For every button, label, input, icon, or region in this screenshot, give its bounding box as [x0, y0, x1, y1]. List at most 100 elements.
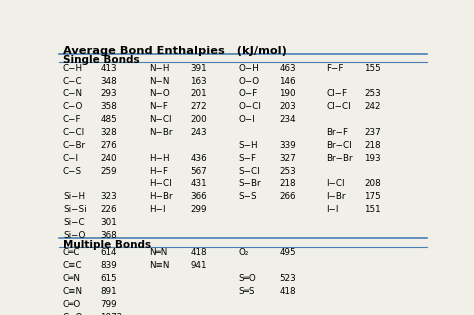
Text: 293: 293	[100, 89, 117, 99]
Text: S−F: S−F	[238, 154, 256, 163]
Text: 799: 799	[100, 300, 117, 309]
Text: 240: 240	[100, 154, 117, 163]
Text: C≡O: C≡O	[63, 312, 83, 315]
Text: S═S: S═S	[238, 287, 255, 296]
Text: 201: 201	[191, 89, 207, 99]
Text: 259: 259	[100, 167, 117, 175]
Text: 237: 237	[364, 128, 381, 137]
Text: C≡N: C≡N	[63, 287, 83, 296]
Text: 418: 418	[191, 248, 207, 257]
Text: 301: 301	[100, 218, 117, 227]
Text: Br−F: Br−F	[326, 128, 348, 137]
Text: Si−C: Si−C	[63, 218, 84, 227]
Text: N−F: N−F	[149, 102, 168, 111]
Text: Si−O: Si−O	[63, 231, 85, 240]
Text: H−Br: H−Br	[149, 192, 173, 201]
Text: H−Cl: H−Cl	[149, 180, 172, 188]
Text: N−N: N−N	[149, 77, 170, 86]
Text: O−O: O−O	[238, 77, 259, 86]
Text: Average Bond Enthalpies   (kJ/mol): Average Bond Enthalpies (kJ/mol)	[63, 46, 287, 55]
Text: 276: 276	[100, 141, 117, 150]
Text: 567: 567	[191, 167, 207, 175]
Text: 391: 391	[191, 64, 207, 73]
Text: N≡N: N≡N	[149, 261, 170, 270]
Text: O−Cl: O−Cl	[238, 102, 261, 111]
Text: C−C: C−C	[63, 77, 82, 86]
Text: O−I: O−I	[238, 115, 255, 124]
Text: 190: 190	[279, 89, 296, 99]
Text: 413: 413	[100, 64, 117, 73]
Text: 463: 463	[279, 64, 296, 73]
Text: 1072: 1072	[100, 312, 123, 315]
Text: Single Bonds: Single Bonds	[63, 55, 139, 65]
Text: C═N: C═N	[63, 274, 81, 283]
Text: 485: 485	[100, 115, 117, 124]
Text: Br−Br: Br−Br	[326, 154, 353, 163]
Text: C−S: C−S	[63, 167, 82, 175]
Text: 242: 242	[364, 102, 381, 111]
Text: 436: 436	[191, 154, 207, 163]
Text: S−H: S−H	[238, 141, 258, 150]
Text: 339: 339	[279, 141, 296, 150]
Text: I−Cl: I−Cl	[326, 180, 345, 188]
Text: N−Cl: N−Cl	[149, 115, 172, 124]
Text: C−I: C−I	[63, 154, 79, 163]
Text: N−H: N−H	[149, 64, 170, 73]
Text: C≡C: C≡C	[63, 261, 82, 270]
Text: S−S: S−S	[238, 192, 257, 201]
Text: C−H: C−H	[63, 64, 83, 73]
Text: C−N: C−N	[63, 89, 83, 99]
Text: 615: 615	[100, 274, 117, 283]
Text: 272: 272	[191, 102, 207, 111]
Text: N═N: N═N	[149, 248, 167, 257]
Text: 234: 234	[279, 115, 296, 124]
Text: 348: 348	[100, 77, 117, 86]
Text: 941: 941	[191, 261, 207, 270]
Text: Cl−Cl: Cl−Cl	[326, 102, 351, 111]
Text: Si−H: Si−H	[63, 192, 85, 201]
Text: 495: 495	[279, 248, 296, 257]
Text: 146: 146	[279, 77, 296, 86]
Text: O−H: O−H	[238, 64, 259, 73]
Text: 366: 366	[191, 192, 207, 201]
Text: H−I: H−I	[149, 205, 166, 214]
Text: 418: 418	[279, 287, 296, 296]
Text: S═O: S═O	[238, 274, 256, 283]
Text: 226: 226	[100, 205, 117, 214]
Text: 151: 151	[364, 205, 381, 214]
Text: H−F: H−F	[149, 167, 168, 175]
Text: Cl−F: Cl−F	[326, 89, 347, 99]
Text: 358: 358	[100, 102, 117, 111]
Text: 614: 614	[100, 248, 117, 257]
Text: O₂: O₂	[238, 248, 248, 257]
Text: 193: 193	[364, 154, 381, 163]
Text: 218: 218	[279, 180, 296, 188]
Text: 155: 155	[364, 64, 381, 73]
Text: 431: 431	[191, 180, 207, 188]
Text: H−H: H−H	[149, 154, 170, 163]
Text: 253: 253	[279, 167, 296, 175]
Text: Si−Si: Si−Si	[63, 205, 87, 214]
Text: S−Br: S−Br	[238, 180, 261, 188]
Text: O−F: O−F	[238, 89, 257, 99]
Text: 266: 266	[279, 192, 296, 201]
Text: C−F: C−F	[63, 115, 82, 124]
Text: 299: 299	[191, 205, 207, 214]
Text: N−Br: N−Br	[149, 128, 173, 137]
Text: 523: 523	[279, 274, 296, 283]
Text: C−Cl: C−Cl	[63, 128, 85, 137]
Text: Multiple Bonds: Multiple Bonds	[63, 240, 151, 250]
Text: 891: 891	[100, 287, 117, 296]
Text: C−O: C−O	[63, 102, 83, 111]
Text: Br−Cl: Br−Cl	[326, 141, 352, 150]
Text: 175: 175	[364, 192, 381, 201]
Text: 243: 243	[191, 128, 207, 137]
Text: 203: 203	[279, 102, 296, 111]
Text: 327: 327	[279, 154, 296, 163]
Text: 208: 208	[364, 180, 381, 188]
Text: C−Br: C−Br	[63, 141, 86, 150]
Text: 328: 328	[100, 128, 117, 137]
Text: C═C: C═C	[63, 248, 81, 257]
Text: 839: 839	[100, 261, 117, 270]
Text: I−Br: I−Br	[326, 192, 346, 201]
